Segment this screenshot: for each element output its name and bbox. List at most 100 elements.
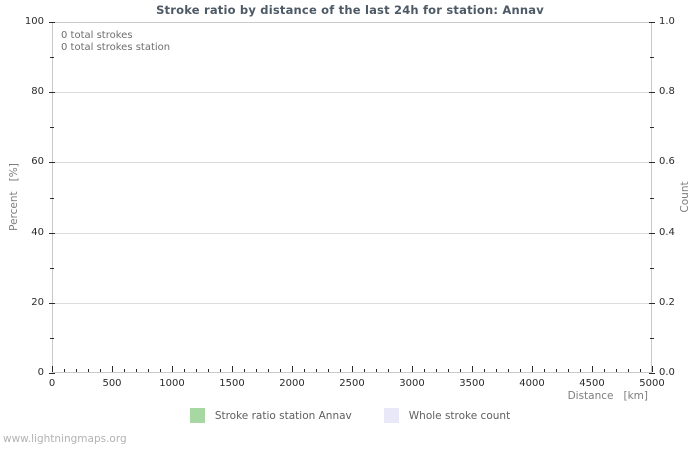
x-minor-tick: [184, 369, 185, 372]
y-major-tick-right: [649, 92, 655, 94]
x-tick-label: 3000: [399, 378, 425, 389]
x-minor-tick: [88, 369, 89, 372]
gridline-y-60: [53, 162, 651, 164]
y-minor-tick-right: [650, 57, 654, 59]
y-major-tick-left: [49, 302, 55, 304]
x-minor-tick: [616, 369, 617, 372]
legend-item-whole-stroke-count: Whole stroke count: [383, 408, 511, 423]
x-minor-tick: [196, 369, 197, 372]
x-major-tick: [532, 366, 533, 372]
y-major-tick-left: [49, 92, 55, 94]
y-tick-label-left: 80: [31, 86, 44, 98]
y-tick-label-right: 0.2: [659, 296, 675, 308]
x-minor-tick: [328, 369, 329, 372]
y-minor-tick-right: [650, 127, 654, 129]
x-minor-tick: [208, 369, 209, 372]
whole-stroke-count-swatch-icon: [383, 408, 399, 423]
legend-item-stroke-ratio: Stroke ratio station Annav: [189, 408, 352, 423]
y-tick-label-left: 40: [31, 226, 44, 238]
y-tick-label-right: 0.8: [659, 86, 675, 98]
x-minor-tick: [136, 369, 137, 372]
y-minor-tick-right: [650, 267, 654, 269]
y-major-tick-right: [649, 232, 655, 234]
y-tick-label-left: 60: [31, 156, 44, 168]
x-major-tick: [652, 366, 653, 372]
y-major-tick-left: [49, 162, 55, 164]
x-tick-label: 0: [48, 378, 56, 389]
x-minor-tick: [76, 369, 77, 372]
gridline-y-80: [53, 92, 651, 94]
x-major-tick: [292, 366, 293, 372]
x-tick-label: 1000: [159, 378, 185, 389]
legend-label-whole-stroke-count: Whole stroke count: [408, 409, 511, 422]
x-minor-tick: [340, 369, 341, 372]
y-major-tick-right: [649, 373, 655, 374]
y-minor-tick-left: [50, 57, 54, 59]
plot-area: 0 total strokes 0 total strokes station: [52, 22, 652, 373]
x-minor-tick: [376, 369, 377, 372]
annotation-total-strokes-station: 0 total strokes station: [61, 42, 171, 53]
gridline-y-40: [53, 232, 651, 234]
x-tick-label: 5000: [639, 378, 665, 389]
x-minor-tick: [508, 369, 509, 372]
y-major-tick-right: [649, 302, 655, 304]
chart-title: Stroke ratio by distance of the last 24h…: [156, 3, 544, 17]
x-minor-tick: [568, 369, 569, 372]
y-axis-title-right: Count: [679, 181, 691, 213]
x-minor-tick: [148, 369, 149, 372]
stroke-ratio-swatch-icon: [189, 408, 205, 423]
y-major-tick-right: [649, 22, 655, 23]
x-minor-tick: [484, 369, 485, 372]
x-minor-tick: [388, 369, 389, 372]
y-tick-label-left: 100: [24, 16, 44, 27]
x-tick-label: 1500: [219, 378, 245, 389]
x-major-tick: [172, 366, 173, 372]
gridline-y-20: [53, 302, 651, 304]
y-axis-title-left: Percent [%]: [8, 163, 20, 231]
x-minor-tick: [544, 369, 545, 372]
y-tick-label-left: 0: [37, 367, 44, 378]
y-tick-label-right: 0.4: [659, 226, 675, 238]
watermark-url: www.lightningmaps.org: [3, 433, 127, 445]
x-minor-tick: [268, 369, 269, 372]
x-minor-tick: [520, 369, 521, 372]
y-minor-tick-left: [50, 197, 54, 199]
x-tick-label: 4500: [579, 378, 605, 389]
x-axis-title: Distance [km]: [567, 390, 648, 402]
x-minor-tick: [316, 369, 317, 372]
x-minor-tick: [124, 369, 125, 372]
x-minor-tick: [364, 369, 365, 372]
legend-label-stroke-ratio: Stroke ratio station Annav: [214, 409, 352, 422]
x-minor-tick: [304, 369, 305, 372]
y-minor-tick-left: [50, 267, 54, 269]
x-major-tick: [592, 366, 593, 372]
x-minor-tick: [556, 369, 557, 372]
y-tick-label-right: 1.0: [659, 16, 675, 27]
x-minor-tick: [448, 369, 449, 372]
x-minor-tick: [100, 369, 101, 372]
x-minor-tick: [280, 369, 281, 372]
x-major-tick: [412, 366, 413, 372]
x-major-tick: [232, 366, 233, 372]
x-minor-tick: [640, 369, 641, 372]
y-major-tick-left: [49, 373, 55, 374]
x-minor-tick: [460, 369, 461, 372]
x-minor-tick: [64, 369, 65, 372]
y-minor-tick-right: [650, 197, 654, 199]
y-minor-tick-left: [50, 337, 54, 339]
x-minor-tick: [220, 369, 221, 372]
x-minor-tick: [244, 369, 245, 372]
x-major-tick: [472, 366, 473, 372]
y-tick-label-right: 0.0: [659, 367, 675, 378]
x-tick-label: 2000: [279, 378, 305, 389]
y-tick-label-left: 20: [31, 296, 44, 308]
annotation-total-strokes: 0 total strokes: [61, 30, 133, 41]
y-major-tick-right: [649, 162, 655, 164]
y-minor-tick-right: [650, 337, 654, 339]
y-minor-tick-left: [50, 127, 54, 129]
x-tick-label: 3500: [459, 378, 485, 389]
x-minor-tick: [400, 369, 401, 372]
y-tick-label-right: 0.6: [659, 156, 675, 168]
x-major-tick: [352, 366, 353, 372]
